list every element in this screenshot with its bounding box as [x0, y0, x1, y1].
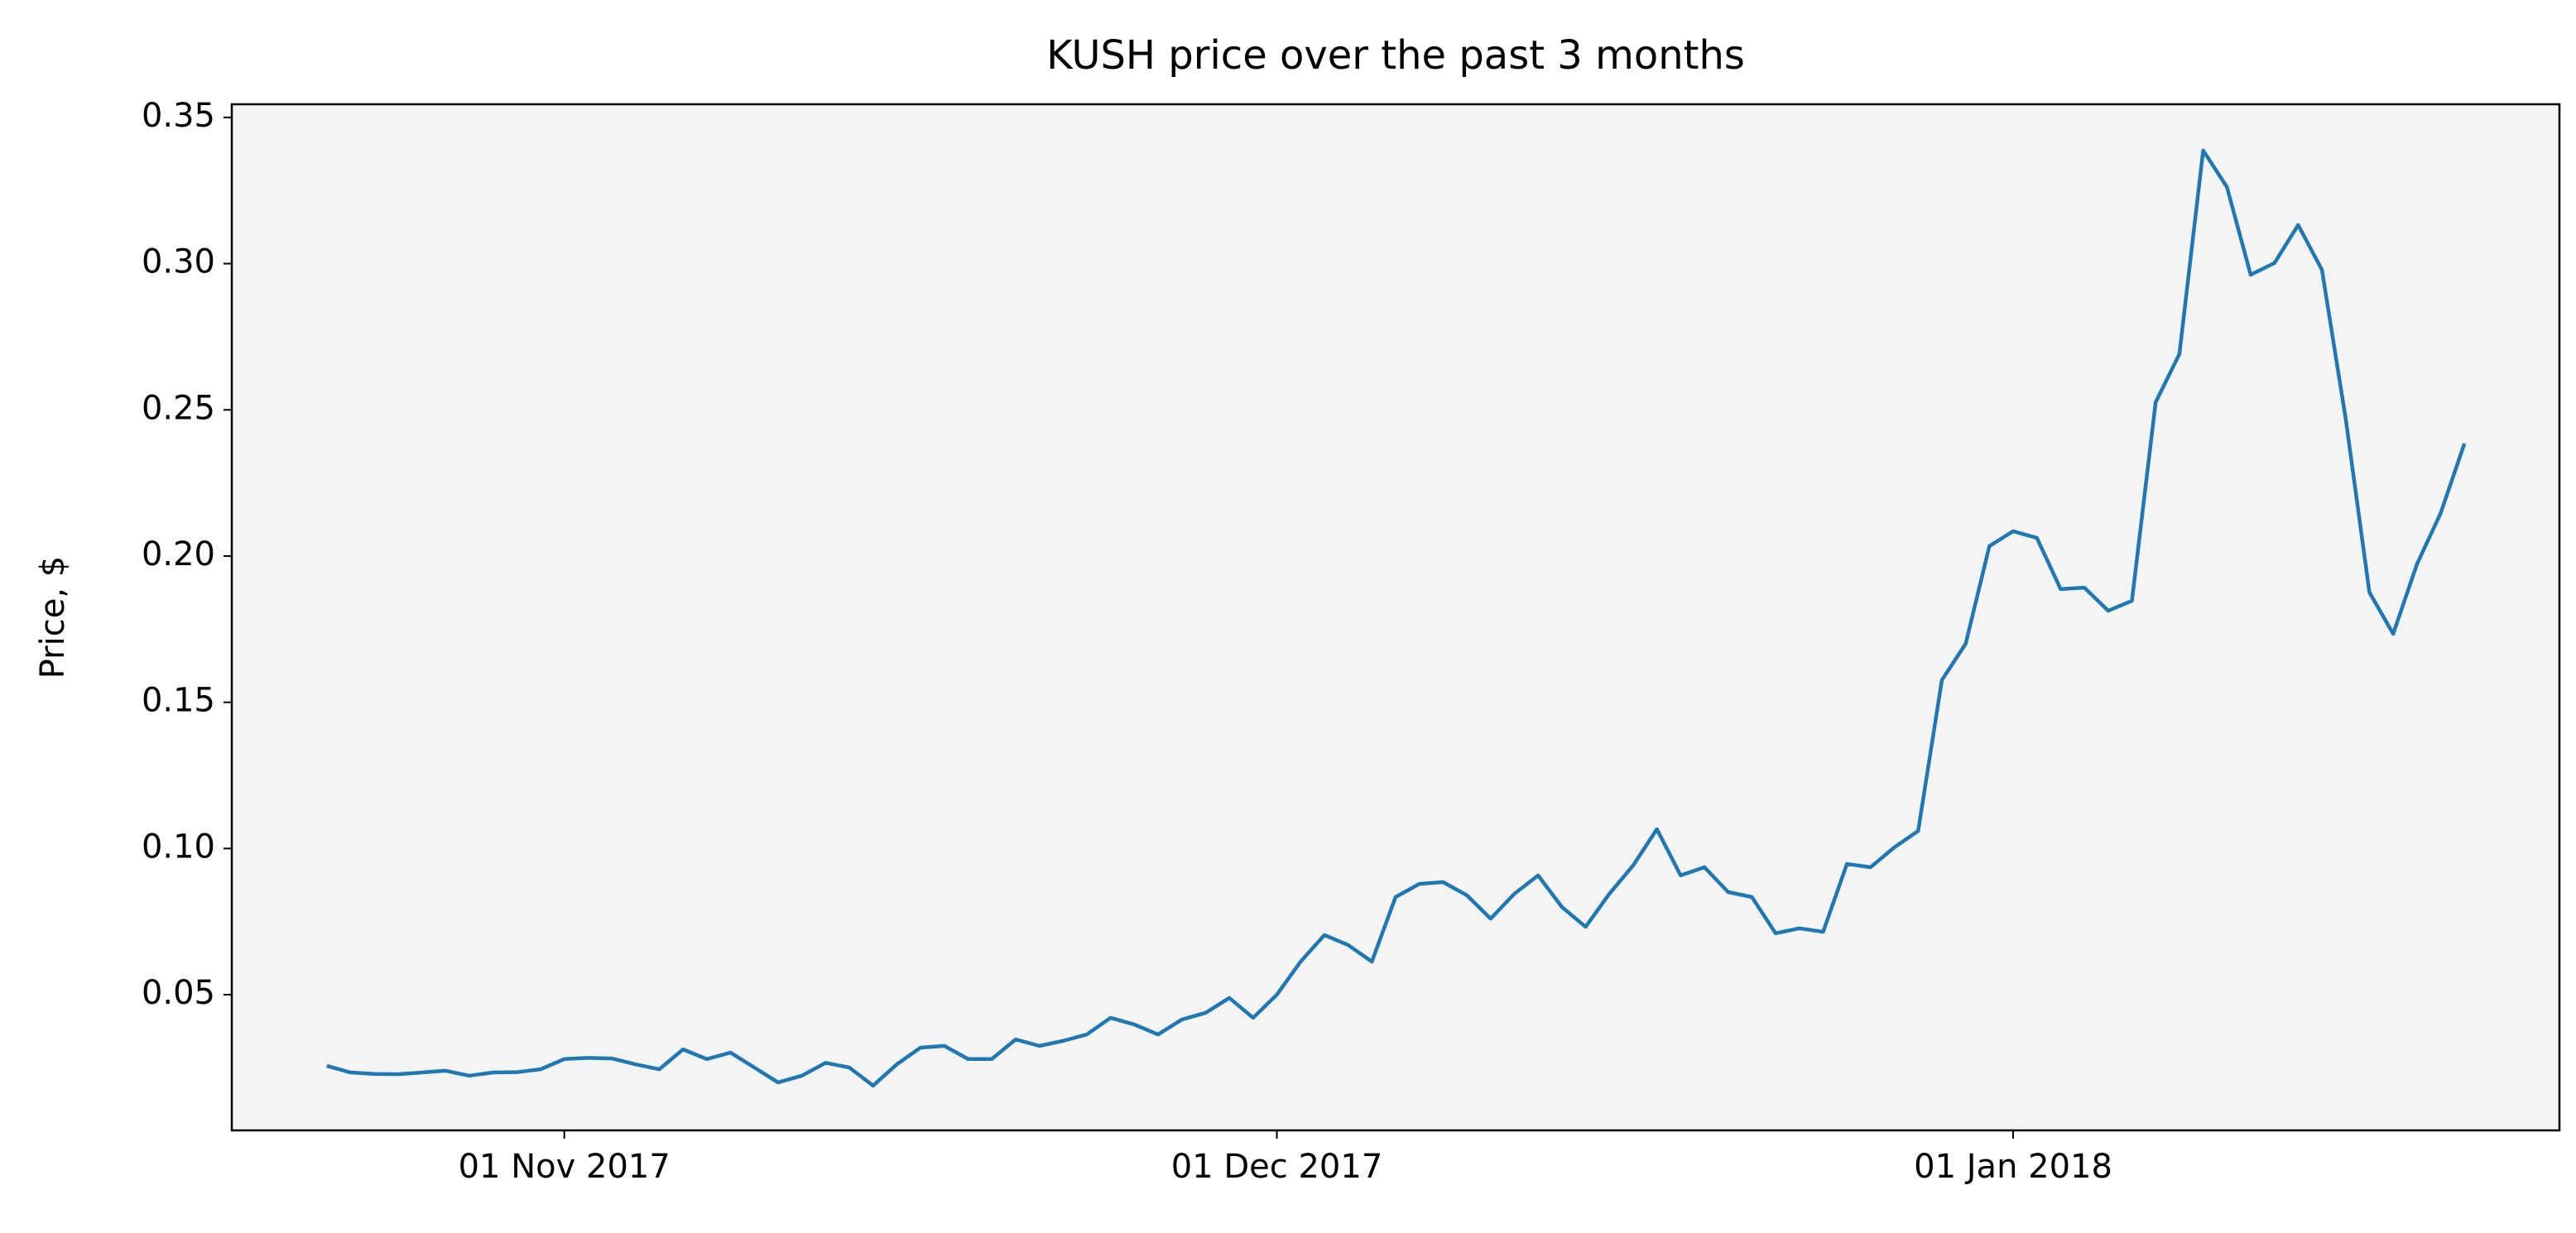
x-tick-label: 01 Jan 2018 — [1914, 1148, 2112, 1186]
y-tick-label: 0.20 — [142, 535, 215, 573]
y-tick-label: 0.35 — [142, 97, 215, 135]
x-tick-label: 01 Nov 2017 — [459, 1148, 670, 1186]
y-tick-label: 0.15 — [142, 682, 215, 720]
y-tick-label: 0.05 — [142, 974, 215, 1012]
price-line — [326, 148, 2467, 1088]
y-tick-label: 0.30 — [142, 243, 215, 281]
chart-title: KUSH price over the past 3 months — [1046, 32, 1745, 79]
y-axis-label: Price, $ — [34, 556, 72, 679]
x-tick-label: 01 Dec 2017 — [1171, 1148, 1383, 1186]
y-tick-label: 0.10 — [142, 828, 215, 866]
axes-frame — [230, 103, 2561, 1132]
y-tick-label: 0.25 — [142, 389, 215, 427]
plot-area — [232, 104, 2559, 1130]
